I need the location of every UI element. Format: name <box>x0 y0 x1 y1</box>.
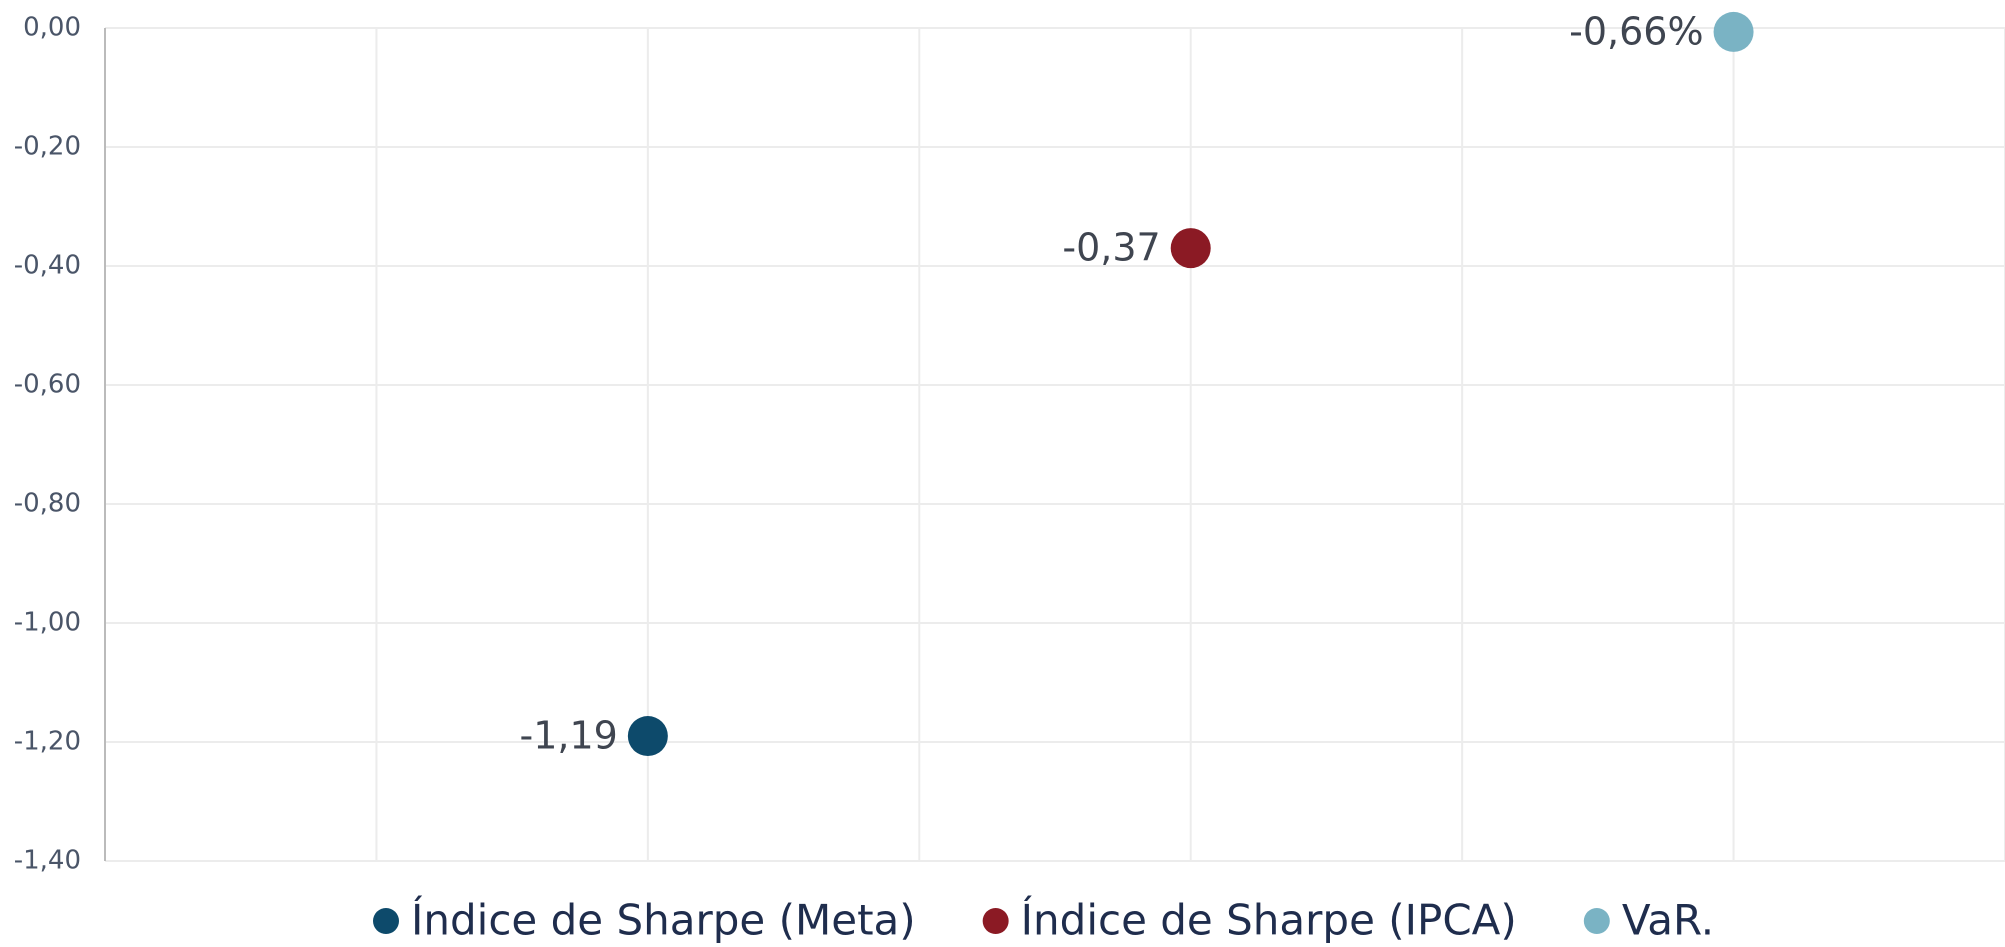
y-tick-label: -0,40 <box>14 251 81 281</box>
point <box>1170 228 1211 269</box>
legend-marker <box>982 908 1009 934</box>
y-tick-label: -1,00 <box>14 608 81 638</box>
y-tick-label: -0,60 <box>14 370 81 400</box>
y-tick-label: -0,20 <box>14 132 81 162</box>
data-label: -0,37 <box>1062 226 1160 270</box>
legend-marker <box>1583 908 1610 934</box>
point <box>1713 11 1754 52</box>
y-tick-label: -1,40 <box>14 846 81 876</box>
legend-marker <box>373 908 399 934</box>
legend-label: VaR. <box>1622 896 1714 945</box>
data-label: -0,66% <box>1569 9 1703 53</box>
legend-label: Índice de Sharpe (Meta) <box>411 895 916 945</box>
point <box>627 716 668 757</box>
y-tick-label: -1,20 <box>14 727 81 757</box>
y-tick-label: -0,80 <box>14 489 81 519</box>
data-label: -1,19 <box>520 714 618 758</box>
legend-label: Índice de Sharpe (IPCA) <box>1021 895 1517 945</box>
y-tick-label: 0,00 <box>23 13 81 43</box>
